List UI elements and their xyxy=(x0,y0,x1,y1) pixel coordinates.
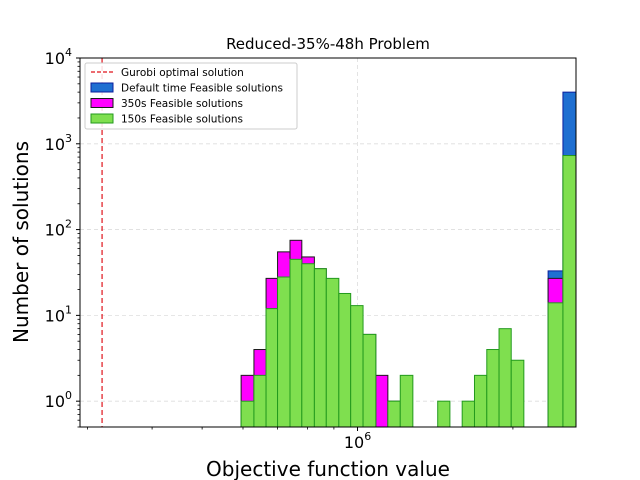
histogram-bar xyxy=(437,400,451,428)
y-tick-label: 103 xyxy=(45,132,72,154)
legend-box xyxy=(84,62,298,130)
histogram-bar xyxy=(338,292,352,428)
histogram-bar xyxy=(277,276,291,428)
y-tick-label: 100 xyxy=(45,389,72,411)
legend-label: 150s Feasible solutions xyxy=(121,114,243,126)
x-axis-label: Objective function value xyxy=(206,457,450,480)
legend-entry: Gurobi optimal solution xyxy=(91,67,244,79)
histogram-bar xyxy=(240,400,255,428)
histogram-bar xyxy=(387,400,401,428)
chart-title: Reduced-35%-48h Problem xyxy=(226,35,430,53)
y-tick-label: 104 xyxy=(45,46,72,68)
legend-patch-swatch xyxy=(90,98,114,108)
histogram-bar xyxy=(547,302,564,428)
histogram-bar xyxy=(399,374,414,428)
legend-label: Default time Feasible solutions xyxy=(121,83,283,95)
legend-label: 350s Feasible solutions xyxy=(121,98,243,110)
histogram-bars xyxy=(240,91,577,428)
histogram-bar xyxy=(473,374,488,428)
x-tick-label: 106 xyxy=(344,430,371,452)
histogram-bar xyxy=(562,155,577,428)
legend: Gurobi optimal solution Default time Feas… xyxy=(84,62,298,130)
histogram-bar xyxy=(265,308,279,428)
histogram-bar xyxy=(325,277,340,428)
histogram-bar xyxy=(350,305,364,428)
legend-label: Gurobi optimal solution xyxy=(121,67,244,79)
histogram-bar xyxy=(375,374,389,428)
y-tick-label: 102 xyxy=(45,218,72,240)
legend-patch-swatch xyxy=(90,82,114,93)
histogram-bar xyxy=(289,258,303,428)
legend-entry: Default time Feasible solutions xyxy=(90,82,283,95)
legend-entry: 150s Feasible solutions xyxy=(90,113,243,126)
histogram-bar xyxy=(510,359,525,428)
histogram-bar xyxy=(301,263,315,428)
histogram-bar xyxy=(253,374,267,428)
series-2-bars xyxy=(240,155,577,428)
axis-ticks: 100 101 102 103 104 106 xyxy=(45,46,514,452)
y-tick-label: 101 xyxy=(45,303,72,325)
histogram-bar xyxy=(362,333,377,428)
legend-patch-swatch xyxy=(90,113,114,124)
y-axis-label: Number of solutions xyxy=(9,141,33,343)
histogram-bar xyxy=(461,400,475,428)
legend-entry: 350s Feasible solutions xyxy=(90,98,243,110)
histogram-bar xyxy=(486,349,500,428)
histogram-bar xyxy=(313,268,327,428)
histogram-bar xyxy=(498,328,512,428)
